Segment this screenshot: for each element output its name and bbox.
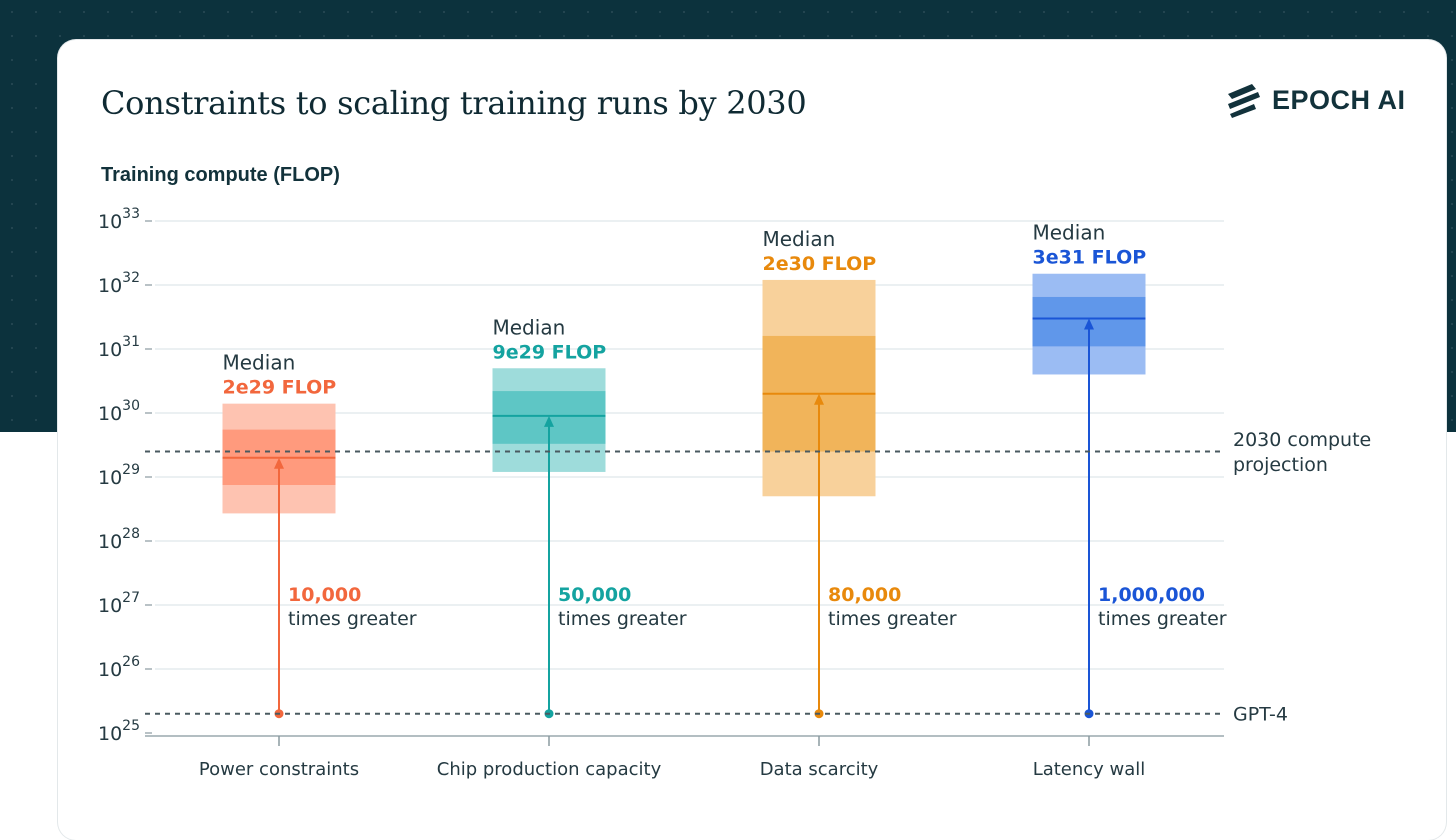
y-tick-label: 1025 [98,718,140,745]
page-title: Constraints to scaling training runs by … [101,84,807,122]
multiplier-caption: times greater [558,608,687,630]
growth-arrow-head [274,457,284,469]
y-tick-label: 1030 [98,398,140,425]
growth-arrow-head [1084,318,1094,330]
median-label: Median [1033,221,1106,245]
median-label: Median [493,315,566,339]
multiplier-value: 50,000 [558,584,631,606]
median-value-label: 2e29 FLOP [223,377,337,399]
y-axis-title: Training compute (FLOP) [101,164,340,186]
growth-arrow-head [544,415,554,427]
median-value-label: 3e31 FLOP [1033,247,1147,269]
multiplier-caption: times greater [288,608,417,630]
multiplier-caption: times greater [828,608,957,630]
x-category-label: Data scarcity [760,759,879,780]
median-label: Median [223,351,296,375]
y-tick-label: 1032 [98,270,140,297]
y-tick-label: 1029 [98,462,140,489]
y-tick-label: 1031 [98,334,140,361]
x-category-label: Power constraints [199,759,359,780]
y-tick-label: 1033 [98,206,140,233]
y-tick-label: 1028 [98,526,140,553]
y-tick-label: 1027 [98,590,140,617]
x-category-label: Latency wall [1033,759,1146,780]
multiplier-caption: times greater [1098,608,1227,630]
multiplier-value: 10,000 [288,584,361,606]
median-value-label: 9e29 FLOP [493,341,607,363]
epoch-ai-logo: EPOCH AI [1226,82,1406,118]
multiplier-value: 80,000 [828,584,901,606]
reference-line-label: projection [1233,454,1328,476]
reference-line-label: GPT-4 [1233,704,1288,726]
median-label: Median [763,227,836,251]
median-value-label: 2e30 FLOP [763,253,877,275]
multiplier-value: 1,000,000 [1098,584,1205,606]
epoch-logo-icon [1228,84,1260,118]
growth-arrow-head [814,393,824,405]
reference-line-label: 2030 compute [1233,429,1371,451]
logo-text: EPOCH AI [1272,84,1406,115]
y-tick-label: 1026 [98,654,140,681]
range-bar-chart: 1033 1032 1031 1030 1029 1028 1027 1026 1025 Medi… [98,206,1371,780]
x-category-label: Chip production capacity [437,759,662,780]
